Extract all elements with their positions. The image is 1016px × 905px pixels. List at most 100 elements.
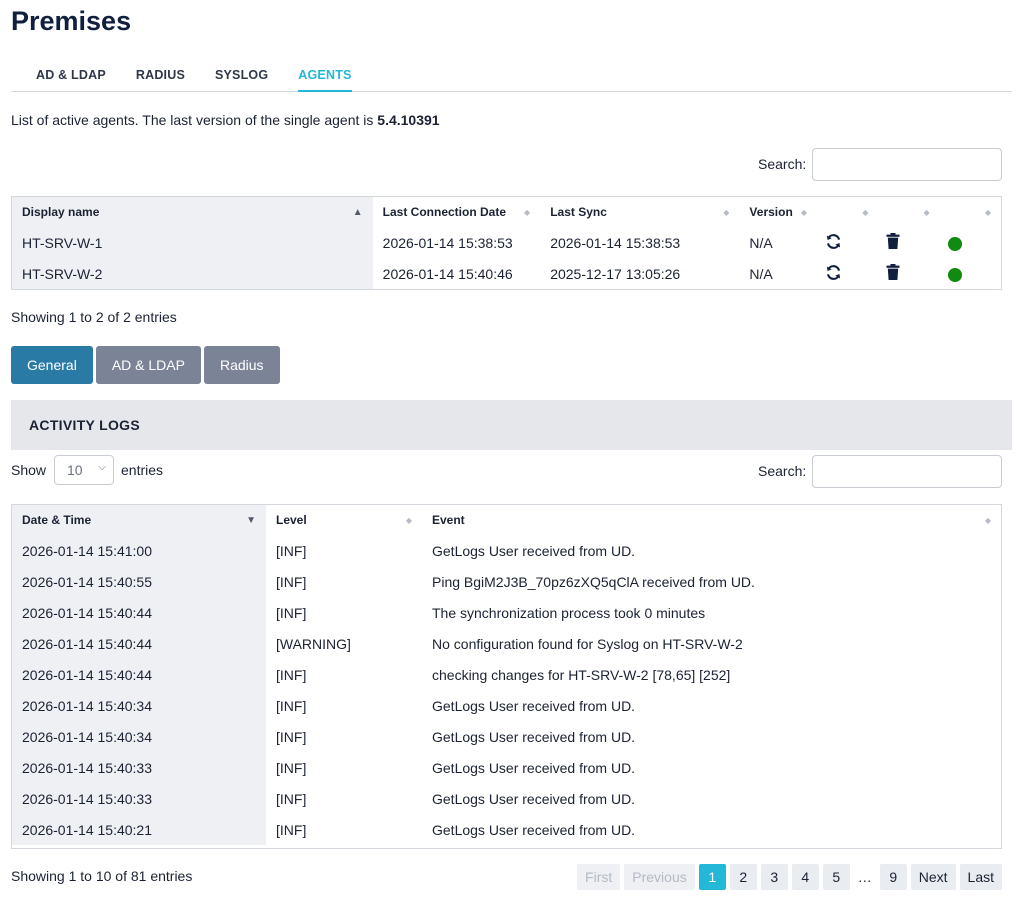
log-event: No configuration found for Syslog on HT-… (432, 635, 743, 652)
sort-icon: ◆ (723, 208, 730, 217)
page-size-control: Show 10 ⌵ entries (11, 455, 163, 485)
log-level: [INF] (276, 759, 307, 776)
trash-icon[interactable] (886, 264, 900, 283)
page-5-button[interactable]: 5 (822, 864, 850, 890)
entries-label: entries (121, 462, 164, 478)
ad-ldap-logs-button[interactable]: AD & LDAP (95, 346, 201, 384)
previous-page-button[interactable]: Previous (624, 864, 695, 890)
log-level: [INF] (276, 573, 307, 590)
log-datetime: 2026-01-14 15:40:33 (12, 752, 266, 783)
col-event[interactable]: Event ◆ (432, 513, 991, 527)
col-version[interactable]: Version ◆ (749, 205, 808, 219)
agent-last-sync: 2026-01-14 15:38:53 (550, 234, 681, 251)
table-row: 2026-01-14 15:40:33 [INF] GetLogs User rec… (12, 752, 1001, 783)
sort-icon: ◆ (405, 516, 412, 525)
trash-icon[interactable] (886, 233, 900, 252)
col-date-time[interactable]: Date & Time ▼ (12, 505, 266, 535)
log-level: [INF] (276, 728, 307, 745)
sort-asc-icon: ▲ (352, 207, 363, 218)
sort-icon: ◆ (984, 208, 991, 217)
table-row: 2026-01-14 15:40:44 [WARNING] No configura… (12, 628, 1001, 659)
agent-version: 5.4.10391 (377, 112, 440, 128)
next-page-button[interactable]: Next (910, 864, 956, 890)
log-datetime: 2026-01-14 15:41:00 (12, 535, 266, 566)
sort-icon: ◆ (923, 208, 930, 217)
tab-syslog[interactable]: SYSLOG (214, 68, 269, 82)
log-datetime: 2026-01-14 15:40:55 (12, 566, 266, 597)
activity-logs-table: Date & Time ▼ Level ◆ Event ◆ 2026-01-14 15… (11, 504, 1002, 849)
logs-search-input[interactable] (812, 455, 1002, 488)
radius-logs-button[interactable]: Radius (203, 346, 280, 384)
sort-icon: ◆ (984, 516, 991, 525)
table-row: 2026-01-14 15:40:34 [INF] GetLogs User rec… (12, 690, 1001, 721)
log-datetime: 2026-01-14 15:40:44 (12, 659, 266, 690)
agents-table: Display name ▲ Last Connection Date ◆ Last… (11, 196, 1002, 290)
log-event: Ping BgiM2J3B_70pz6zXQ5qClA received fro… (432, 573, 755, 590)
pagination-ellipsis: … (857, 869, 872, 885)
col-display-name[interactable]: Display name ▲ (12, 197, 373, 227)
log-event: The synchronization process took 0 minut… (432, 604, 706, 621)
sort-desc-icon: ▼ (246, 515, 256, 526)
page-4-button[interactable]: 4 (791, 864, 819, 890)
agent-version: N/A (749, 265, 773, 282)
refresh-icon[interactable] (825, 233, 842, 253)
agent-name: HT-SRV-W-1 (12, 227, 373, 258)
status-online-icon (947, 236, 962, 251)
general-logs-button[interactable]: General (11, 346, 93, 384)
refresh-icon[interactable] (825, 264, 842, 284)
tab-ad-ldap[interactable]: AD & LDAP (36, 68, 106, 82)
log-datetime: 2026-01-14 15:40:34 (12, 690, 266, 721)
chevron-down-icon: ⌵ (98, 462, 106, 473)
tab-radius[interactable]: RADIUS (135, 68, 185, 82)
col-status[interactable]: ◆ (940, 197, 1001, 227)
page-title: Premises (11, 6, 132, 36)
log-event: GetLogs User received from UD. (432, 790, 636, 807)
agent-version: N/A (749, 234, 773, 251)
col-delete[interactable]: ◆ (878, 197, 939, 227)
first-page-button[interactable]: First (577, 864, 621, 890)
tab-bar: AD & LDAP RADIUS SYSLOG AGENTS (11, 66, 1012, 92)
agents-search-input[interactable] (812, 148, 1002, 181)
log-level: [WARNING] (276, 635, 351, 652)
table-row: 2026-01-14 15:40:34 [INF] GetLogs User rec… (12, 721, 1001, 752)
table-row: 2026-01-14 15:40:55 [INF] Ping BgiM2J3B_70… (12, 566, 1001, 597)
table-row: 2026-01-14 15:40:44 [INF] The synchronizat… (12, 597, 1001, 628)
page-2-button[interactable]: 2 (729, 864, 757, 890)
col-level[interactable]: Level ◆ (276, 513, 412, 527)
sort-icon: ◆ (800, 208, 808, 217)
page-size-value: 10 (67, 462, 83, 478)
agents-header-row: Display name ▲ Last Connection Date ◆ Last… (12, 197, 1001, 227)
intro-text: List of active agents. The last version … (11, 112, 378, 128)
agents-search-label: Search: (758, 156, 807, 172)
status-online-icon (947, 267, 962, 282)
log-datetime: 2026-01-14 15:40:21 (12, 814, 266, 845)
table-row: 2026-01-14 15:40:21 [INF] GetLogs User rec… (12, 814, 1001, 845)
page-3-button[interactable]: 3 (760, 864, 788, 890)
log-level: [INF] (276, 790, 307, 807)
log-level: [INF] (276, 697, 307, 714)
col-refresh[interactable]: ◆ (817, 197, 878, 227)
log-level: [INF] (276, 666, 307, 683)
last-page-button[interactable]: Last (959, 864, 1002, 890)
page-1-button[interactable]: 1 (698, 864, 726, 890)
table-row: 2026-01-14 15:41:00 [INF] GetLogs User rec… (12, 535, 1001, 566)
agent-name: HT-SRV-W-2 (12, 258, 373, 289)
agents-table-info: Showing 1 to 2 of 2 entries (11, 309, 177, 325)
log-type-buttons: General AD & LDAP Radius (11, 346, 280, 384)
log-event: checking changes for HT-SRV-W-2 [78,65] … (432, 666, 731, 683)
col-last-connection[interactable]: Last Connection Date ◆ (382, 205, 531, 219)
tab-agents[interactable]: AGENTS (298, 66, 352, 92)
log-datetime: 2026-01-14 15:40:44 (12, 628, 266, 659)
log-datetime: 2026-01-14 15:40:34 (12, 721, 266, 752)
logs-search-label: Search: (758, 463, 807, 479)
page-9-button[interactable]: 9 (879, 864, 907, 890)
show-label: Show (11, 462, 47, 478)
logs-header-row: Date & Time ▼ Level ◆ Event ◆ (12, 505, 1001, 535)
sort-icon: ◆ (862, 208, 869, 217)
page-size-select[interactable]: 10 ⌵ (54, 455, 114, 485)
log-event: GetLogs User received from UD. (432, 542, 636, 559)
log-level: [INF] (276, 821, 307, 838)
col-last-sync[interactable]: Last Sync ◆ (550, 205, 730, 219)
log-datetime: 2026-01-14 15:40:33 (12, 783, 266, 814)
